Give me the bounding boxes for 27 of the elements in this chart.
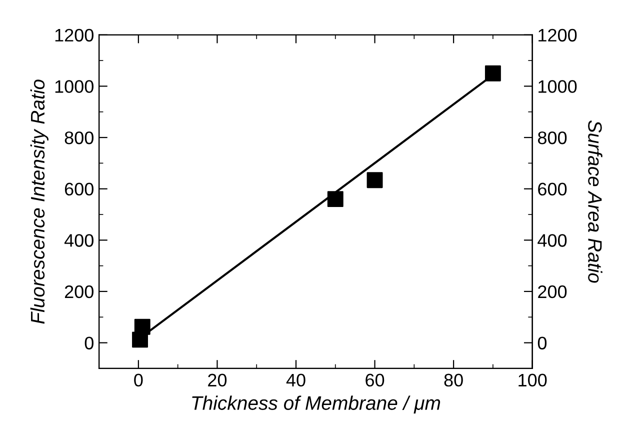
x-axis-title: Thickness of Membrane / μm (192, 396, 440, 414)
point (134, 318, 150, 335)
y-tick-label: 400 (64, 234, 94, 247)
y2-tick-label: 1000 (538, 80, 577, 93)
x-tick-label: 0 (134, 374, 143, 387)
y2-tick-label: 0 (538, 336, 547, 350)
y2-tick-label: 1200 (538, 28, 577, 42)
point (484, 65, 501, 82)
y-tick-label: 1200 (55, 28, 94, 42)
y-tick-label: 200 (64, 285, 94, 298)
y-tick-label: 0 (84, 336, 94, 350)
y2-axis-title: Surface Area Ratio (588, 120, 602, 283)
y2-tick-label: 600 (538, 182, 567, 196)
x-tick-label: 20 (208, 374, 227, 387)
y2-tick-label: 200 (538, 285, 567, 298)
y-tick-label: 800 (64, 131, 94, 144)
x-tick-label: 60 (366, 374, 384, 387)
y2-tick-label: 800 (538, 131, 567, 144)
x-tick-label: 80 (444, 374, 463, 387)
y2-tick-label: 400 (538, 234, 567, 247)
y-tick-label: 1000 (55, 80, 94, 93)
y-axis-title: Fluorescence Intensity Ratio (30, 80, 48, 324)
point (366, 172, 383, 188)
y-tick-label: 600 (64, 182, 94, 196)
x-tick-label: 100 (518, 374, 547, 387)
point (327, 191, 344, 208)
x-tick-label: 40 (286, 374, 306, 387)
